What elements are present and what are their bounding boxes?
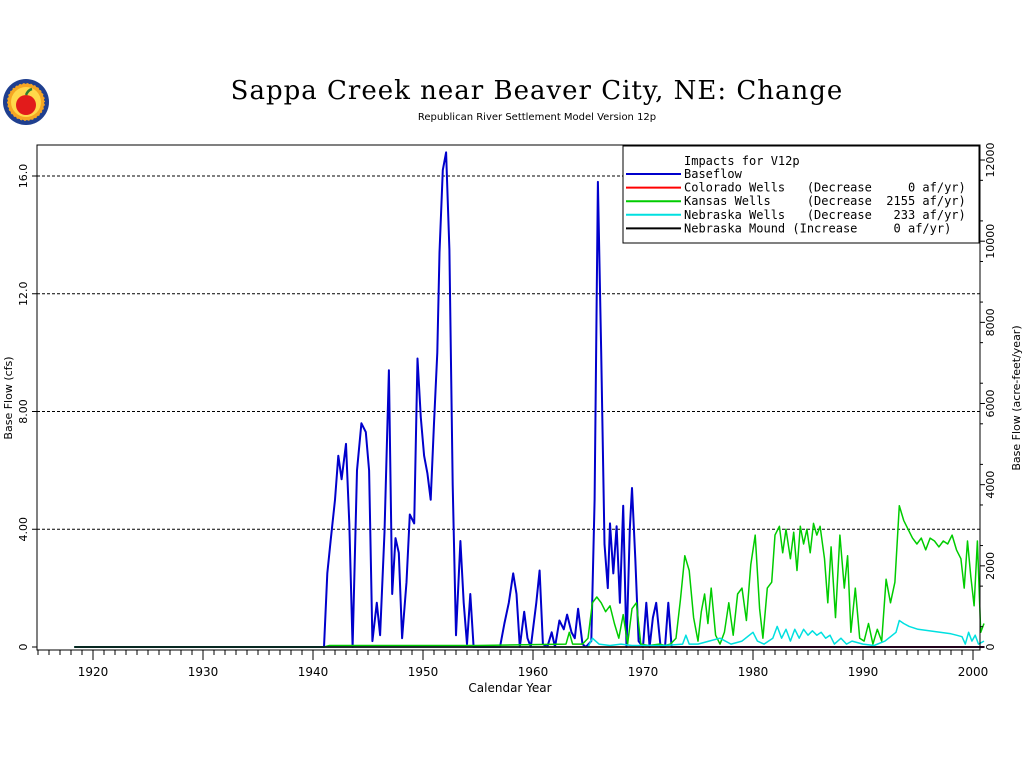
y-right-tick-label: 8000 <box>984 308 997 336</box>
chart-title: Sappa Creek near Beaver City, NE: Change <box>230 76 844 106</box>
x-tick-label: 1960 <box>518 665 549 679</box>
series-line-nebraska-wells <box>74 619 985 648</box>
series-layer <box>74 151 985 648</box>
legend-label: Nebraska Mound (Increase 0 af/yr) <box>684 221 951 235</box>
series-line-baseflow <box>74 151 984 648</box>
x-tick-label: 1980 <box>738 665 769 679</box>
y-tick-label: 16.0 <box>17 164 30 189</box>
plot-frame <box>36 144 981 651</box>
grid-layer <box>37 175 980 530</box>
y-right-tick-label: 6000 <box>984 390 997 418</box>
y-axis-label-left: Base Flow (cfs) <box>2 356 15 439</box>
y-right-tick-label: 0 <box>984 644 997 651</box>
legend-box <box>622 145 980 244</box>
y-right-tick-label: 12000 <box>984 143 997 178</box>
y-right-tick-label: 4000 <box>984 471 997 499</box>
legend-label: Colorado Wells (Decrease 0 af/yr) <box>684 181 966 195</box>
x-tick-label: 1930 <box>188 665 219 679</box>
apple-seal-icon <box>3 79 49 125</box>
y-tick-label: 4.00 <box>17 517 30 542</box>
chart-subtitle: Republican River Settlement Model Versio… <box>417 112 657 123</box>
legend-label: Baseflow <box>684 167 743 181</box>
y-right-tick-label: 2000 <box>984 552 997 580</box>
legend-label: Nebraska Wells (Decrease 233 af/yr) <box>684 208 966 222</box>
y-right-tick-label: 10000 <box>984 224 997 259</box>
x-tick-label: 2000 <box>958 665 989 679</box>
x-tick-label: 1990 <box>848 665 879 679</box>
axis-layer: 0 4.00 8.00 12.0 16.0 0 2000 4000 6000 8000 10000 1… <box>17 143 997 679</box>
y-tick-label: 12.0 <box>17 282 30 307</box>
series-line-kansas-wells <box>74 504 985 648</box>
x-tick-label: 1920 <box>78 665 109 679</box>
x-tick-label: 1950 <box>408 665 439 679</box>
x-axis-label: Calendar Year <box>468 681 551 695</box>
y-tick-label: 0 <box>17 644 30 651</box>
y-tick-label: 8.00 <box>17 399 30 424</box>
legend-title: Impacts for V12p <box>684 154 800 168</box>
y-axis-label-right: Base Flow (acre-feet/year) <box>1010 325 1023 470</box>
x-tick-label: 1940 <box>298 665 329 679</box>
legend-label: Kansas Wells (Decrease 2155 af/yr) <box>684 194 966 208</box>
x-tick-label: 1970 <box>628 665 659 679</box>
